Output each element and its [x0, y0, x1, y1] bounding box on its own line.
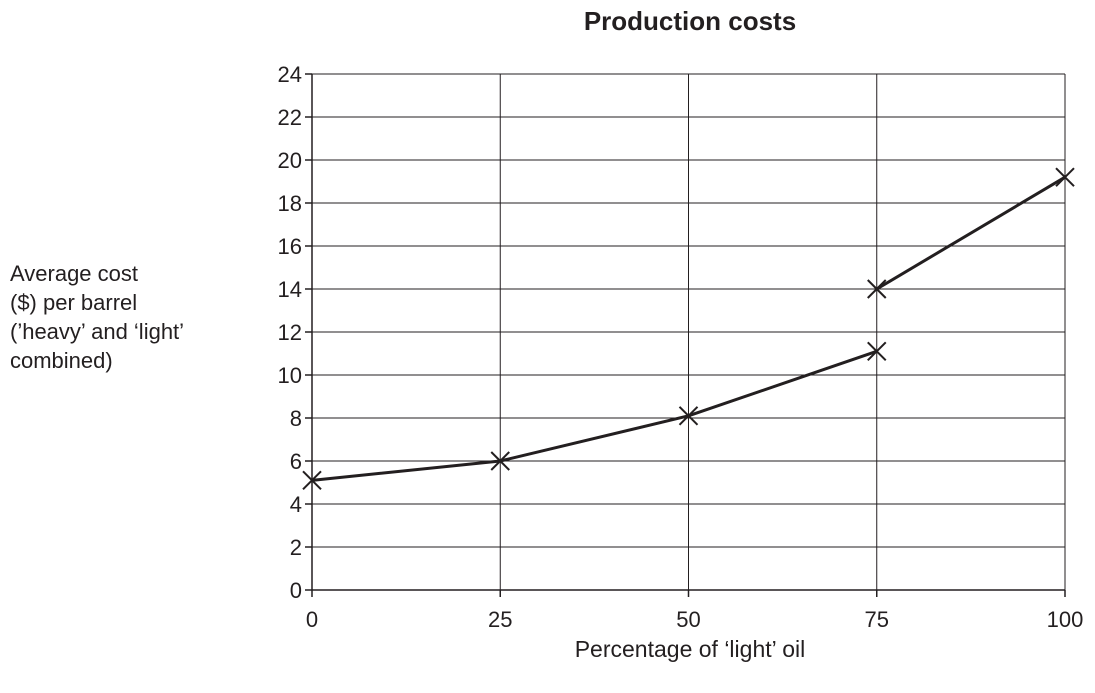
- y-axis-label: Average cost ($) per barrel (’heavy’ and…: [10, 259, 250, 375]
- y-tick-label: 22: [278, 105, 302, 130]
- series-line: [875, 175, 1066, 291]
- y-axis-label-line: Average cost: [10, 261, 139, 286]
- x-tick-label: 100: [1047, 607, 1084, 632]
- data-point-marker: [302, 470, 322, 491]
- data-point-marker: [867, 341, 887, 362]
- x-tick-label: 50: [676, 607, 700, 632]
- x-axis-label: Percentage of ‘light’ oil: [574, 636, 806, 662]
- series-lines: [311, 175, 1066, 482]
- x-tick-label: 0: [306, 607, 318, 632]
- y-tick-label: 0: [290, 578, 302, 603]
- data-point-marker: [678, 406, 699, 426]
- y-tick-label: 24: [278, 62, 302, 87]
- marker-stroke: [1055, 167, 1075, 187]
- y-tick-label: 2: [290, 535, 302, 560]
- axes: [305, 73, 1066, 597]
- marker-stroke: [678, 406, 699, 426]
- y-tick-label: 10: [278, 363, 302, 388]
- y-axis-label-line: ($) per barrel: [10, 290, 138, 315]
- y-tick-label: 18: [278, 191, 302, 216]
- y-tick-label: 4: [290, 492, 302, 517]
- y-tick-label: 20: [278, 148, 302, 173]
- data-markers: [302, 167, 1075, 491]
- x-tick-label: 25: [488, 607, 512, 632]
- marker-stroke: [302, 470, 322, 491]
- y-axis-label-line: combined): [10, 348, 113, 373]
- marker-stroke: [867, 341, 887, 362]
- x-tick-label: 75: [865, 607, 889, 632]
- marker-stroke: [867, 279, 887, 299]
- series-line: [311, 349, 878, 482]
- y-tick-label: 14: [278, 277, 302, 302]
- data-point-marker: [867, 279, 887, 299]
- y-axis-label-line: (’heavy’ and ‘light’: [10, 319, 185, 344]
- y-tick-label: 8: [290, 406, 302, 431]
- chart-title: Production costs: [583, 6, 797, 36]
- y-tick-label: 12: [278, 320, 302, 345]
- y-tick-label: 6: [290, 449, 302, 474]
- y-tick-label: 16: [278, 234, 302, 259]
- gridlines: [312, 73, 1066, 590]
- marker-stroke: [490, 451, 510, 471]
- data-point-marker: [1055, 167, 1075, 187]
- data-point-marker: [490, 451, 510, 471]
